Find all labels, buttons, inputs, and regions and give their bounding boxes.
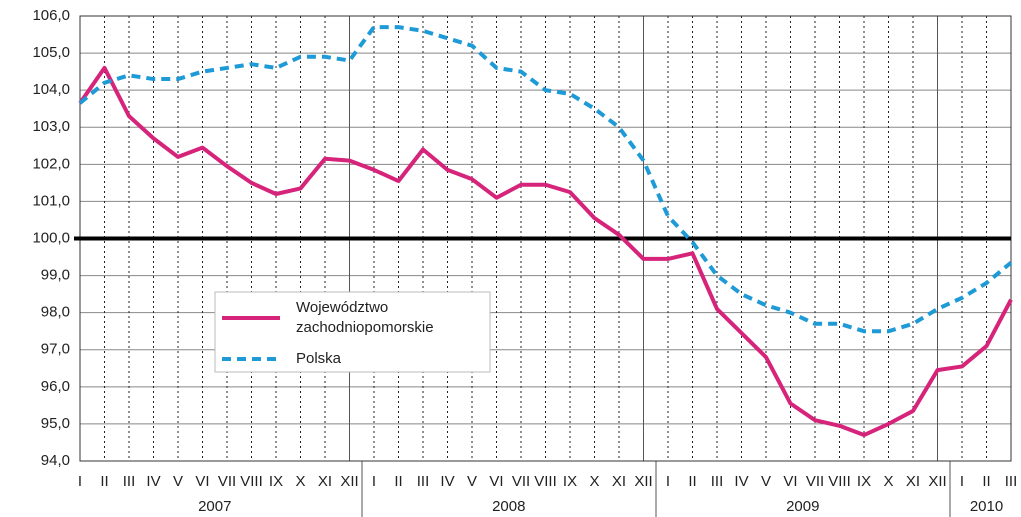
x-tick-label: IX	[563, 473, 577, 490]
y-tick-label: 94,0	[41, 452, 70, 469]
x-tick-label: XII	[634, 473, 652, 490]
year-label: 2009	[786, 498, 819, 515]
x-tick-label: IV	[146, 473, 160, 490]
x-tick-label: V	[761, 473, 771, 490]
x-tick-label: X	[589, 473, 599, 490]
y-tick-label: 103,0	[32, 118, 70, 135]
x-tick-label: II	[100, 473, 108, 490]
y-tick-label: 97,0	[41, 341, 70, 358]
x-tick-label: VII	[218, 473, 236, 490]
x-tick-label: II	[982, 473, 990, 490]
x-tick-label: X	[295, 473, 305, 490]
x-tick-label: I	[372, 473, 376, 490]
x-tick-label: XI	[906, 473, 920, 490]
y-tick-label: 102,0	[32, 155, 70, 172]
x-tick-label: XII	[340, 473, 358, 490]
x-tick-label: XI	[318, 473, 332, 490]
x-tick-label: III	[1005, 473, 1018, 490]
x-tick-label: III	[711, 473, 724, 490]
x-tick-label: VI	[195, 473, 209, 490]
x-tick-label: VIII	[534, 473, 557, 490]
x-tick-label: IV	[440, 473, 454, 490]
x-tick-label: V	[173, 473, 183, 490]
y-tick-label: 99,0	[41, 267, 70, 284]
x-tick-label: VII	[806, 473, 824, 490]
series-line	[78, 25, 1013, 334]
legend-label-line: Województwo	[296, 299, 388, 316]
y-tick-label: 95,0	[41, 415, 70, 432]
x-tick-label: IX	[857, 473, 871, 490]
x-tick-label: II	[688, 473, 696, 490]
legend-label-line: zachodniopomorskie	[296, 319, 434, 336]
x-tick-label: IX	[269, 473, 283, 490]
year-label: 2010	[970, 498, 1003, 515]
series-line	[78, 65, 1013, 438]
x-tick-label: XII	[928, 473, 946, 490]
x-tick-label: VI	[489, 473, 503, 490]
x-tick-label: III	[123, 473, 136, 490]
year-label: 2007	[198, 498, 231, 515]
x-tick-label: III	[417, 473, 430, 490]
year-label: 2008	[492, 498, 525, 515]
x-tick-label: VI	[783, 473, 797, 490]
x-tick-label: I	[666, 473, 670, 490]
x-tick-label: XI	[612, 473, 626, 490]
x-tick-label: I	[78, 473, 82, 490]
x-tick-label: II	[394, 473, 402, 490]
x-tick-label: VIII	[240, 473, 263, 490]
x-tick-label: VIII	[828, 473, 851, 490]
legend-label: Województwo zachodniopomorskie	[296, 299, 434, 336]
y-tick-label: 105,0	[32, 44, 70, 61]
y-tick-label: 100,0	[32, 229, 70, 246]
x-tick-label: IV	[734, 473, 748, 490]
y-tick-label: 104,0	[32, 81, 70, 98]
x-tick-label: I	[960, 473, 964, 490]
y-tick-label: 96,0	[41, 378, 70, 395]
legend-label: Polska	[296, 350, 342, 367]
y-tick-label: 106,0	[32, 7, 70, 24]
y-tick-label: 98,0	[41, 304, 70, 321]
x-tick-label: VII	[512, 473, 530, 490]
x-tick-label: X	[883, 473, 893, 490]
x-tick-label: V	[467, 473, 477, 490]
y-tick-label: 101,0	[32, 192, 70, 209]
